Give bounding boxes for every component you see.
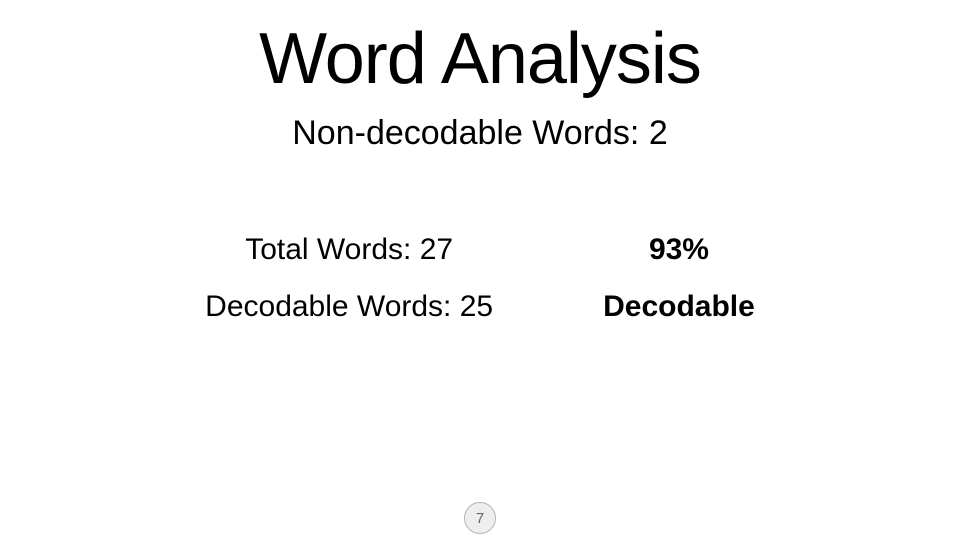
right-column: 93% Decodable (603, 221, 755, 335)
total-words: Total Words: 27 (205, 221, 493, 278)
stats-row: Total Words: 27 Decodable Words: 25 93% … (0, 221, 960, 335)
percent-value: 93% (603, 221, 755, 278)
decodable-words: Decodable Words: 25 (205, 278, 493, 335)
left-column: Total Words: 27 Decodable Words: 25 (205, 221, 493, 335)
percent-label: Decodable (603, 278, 755, 335)
page-number-badge: 7 (464, 502, 496, 534)
subtitle: Non-decodable Words: 2 (0, 114, 960, 153)
page-title: Word Analysis (0, 18, 960, 100)
page-number: 7 (476, 510, 484, 527)
